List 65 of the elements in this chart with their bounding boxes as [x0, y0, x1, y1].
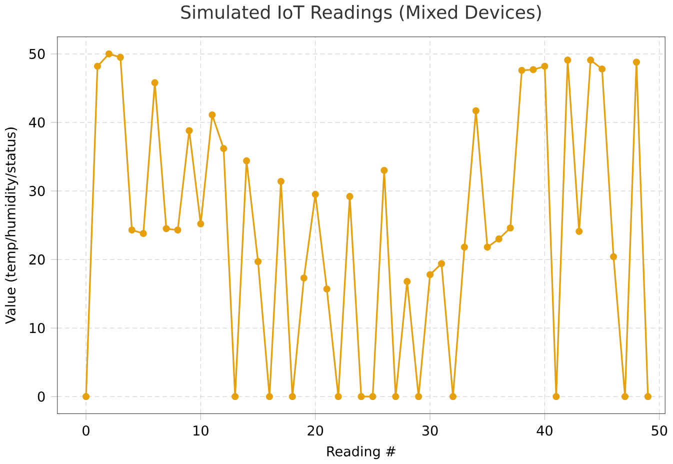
- point: [266, 393, 274, 400]
- x-tick-label: 50: [652, 425, 668, 436]
- point: [116, 54, 124, 61]
- point: [174, 226, 182, 234]
- point: [460, 244, 468, 251]
- point: [610, 253, 618, 260]
- point: [186, 127, 193, 134]
- point: [300, 274, 308, 282]
- point: [632, 58, 640, 66]
- point: [82, 393, 90, 400]
- y-tick-label: 30: [29, 186, 45, 196]
- point: [530, 66, 537, 74]
- point: [587, 56, 594, 64]
- point: [426, 271, 434, 278]
- point: [404, 278, 411, 285]
- point: [128, 226, 136, 234]
- point: [552, 393, 560, 400]
- point: [232, 393, 239, 400]
- x-tick-label: 0: [82, 425, 90, 436]
- y-tick-label: 0: [38, 391, 45, 402]
- point: [449, 393, 457, 400]
- point: [334, 393, 342, 400]
- x-tick-label: 30: [422, 425, 438, 436]
- point: [346, 192, 354, 200]
- x-tick-label: 40: [536, 425, 552, 436]
- point: [140, 230, 147, 237]
- point: [564, 56, 572, 64]
- point: [484, 244, 491, 251]
- point: [105, 50, 112, 58]
- point: [94, 62, 102, 70]
- point: [151, 79, 158, 86]
- point: [220, 144, 228, 152]
- point: [621, 393, 629, 400]
- point: [323, 285, 330, 292]
- point: [288, 393, 296, 400]
- y-tick-label: 10: [30, 322, 45, 334]
- x-tick-label: 10: [194, 425, 208, 436]
- point: [243, 157, 250, 164]
- point: [380, 166, 388, 174]
- point: [438, 260, 446, 268]
- point: [598, 65, 606, 72]
- y-tick-label: 20: [29, 254, 45, 265]
- point: [197, 220, 204, 228]
- point: [208, 111, 216, 118]
- point: [541, 62, 548, 70]
- y-axis-title: Value (temp/humidity/status): [5, 128, 18, 324]
- point: [358, 393, 365, 400]
- point: [576, 228, 583, 235]
- point: [312, 190, 319, 198]
- point: [472, 107, 480, 114]
- point: [162, 225, 170, 232]
- point: [392, 393, 400, 400]
- point: [415, 393, 422, 400]
- x-axis-title: Reading #: [327, 446, 396, 460]
- point: [495, 235, 502, 242]
- point: [644, 393, 652, 400]
- point: [369, 393, 376, 400]
- x-tick-label: 20: [308, 425, 324, 436]
- y-tick-label: 50: [29, 48, 45, 59]
- point: [506, 224, 514, 232]
- y-tick-label: 40: [29, 117, 45, 128]
- chart-title: Simulated IoT Readings (Mixed Devices): [181, 4, 541, 22]
- point: [518, 66, 526, 74]
- point: [254, 258, 262, 266]
- point: [277, 178, 284, 185]
